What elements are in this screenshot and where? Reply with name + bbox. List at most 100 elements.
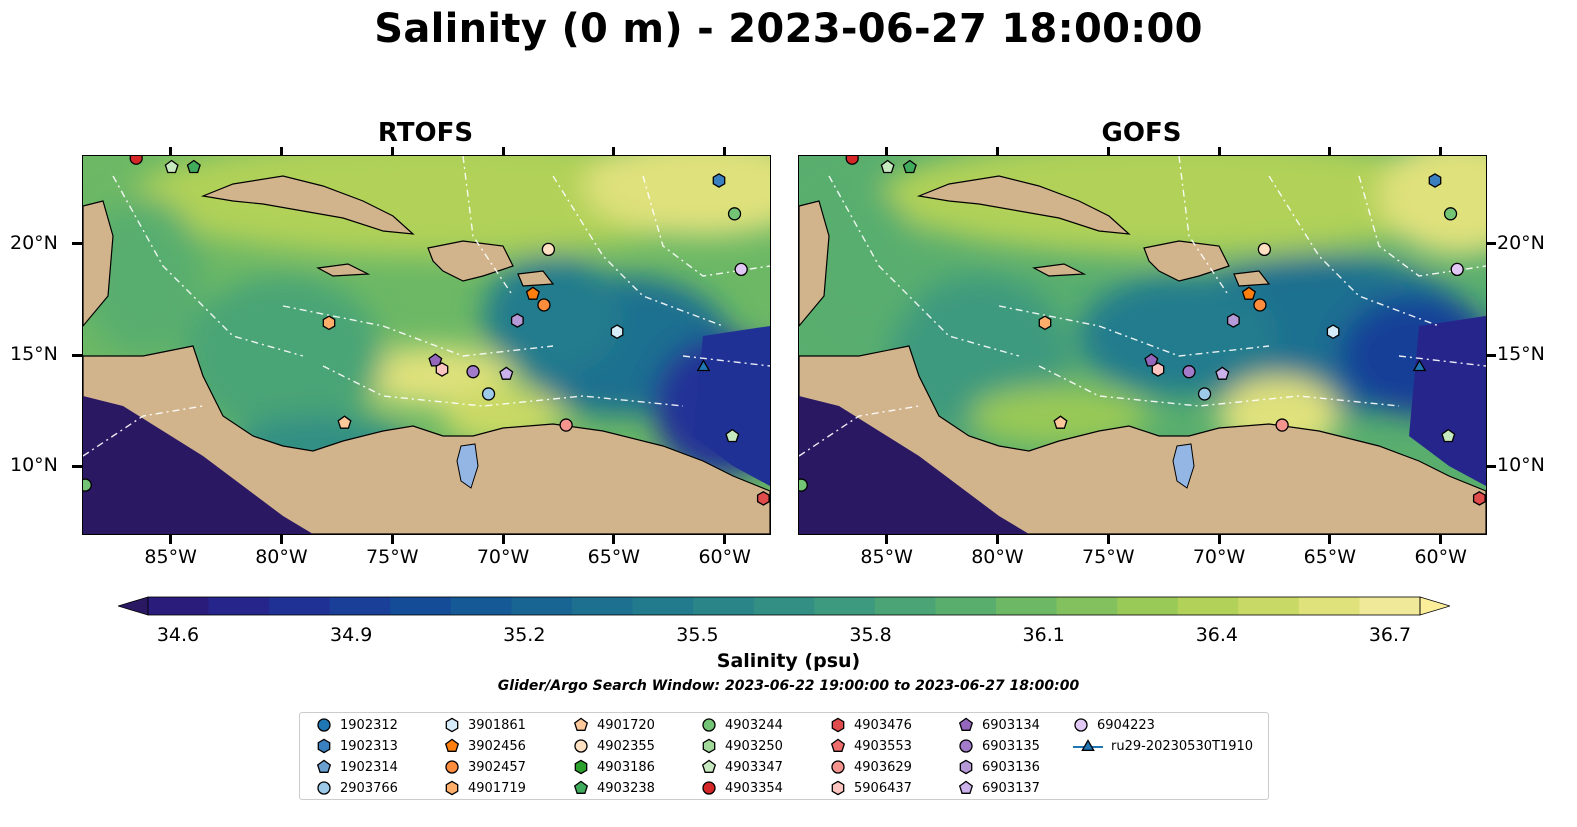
lat-tick-label: 15°N	[10, 343, 58, 366]
search-window-caption: Glider/Argo Search Window: 2023-06-22 19…	[497, 678, 1080, 694]
lon-tick-top	[1328, 147, 1332, 155]
legend-label: 6903135	[982, 738, 1040, 754]
lon-tick-label: 60°W	[698, 546, 751, 568]
legend-entry: ru29-20230530T1910	[1073, 736, 1253, 756]
colorbar-segment	[148, 597, 210, 615]
lat-tick	[1486, 464, 1496, 468]
colorbar-tick-label: 36.1	[1022, 624, 1065, 646]
legend-label: 6903137	[982, 780, 1040, 796]
legend-label: 6903134	[982, 717, 1040, 733]
observation-marker	[1441, 428, 1456, 443]
legend-entry: 4903186	[573, 757, 655, 777]
colorbar-tick-label: 34.9	[329, 624, 373, 646]
lon-tick-label: 60°W	[1414, 546, 1467, 568]
lon-tick-top	[723, 147, 727, 155]
observation-marker	[525, 286, 540, 300]
legend-entry: 6903137	[958, 778, 1040, 798]
lon-tick-top	[279, 147, 283, 155]
legend-entry: 5906437	[830, 778, 912, 798]
colorbar-segment	[693, 597, 755, 615]
map-panel-rtofs	[82, 155, 771, 535]
legend-label: 6904223	[1097, 717, 1155, 733]
panel-title-rtofs: RTOFS	[377, 118, 474, 148]
lon-tick-top	[501, 147, 505, 155]
lat-tick	[72, 353, 82, 357]
observation-marker	[610, 324, 624, 340]
legend-marker-icon	[445, 780, 459, 796]
legend-entry: 4903553	[830, 736, 912, 756]
lon-tick-top	[1439, 147, 1443, 155]
colorbar-segment	[996, 597, 1058, 615]
colorbar-segment	[874, 597, 937, 615]
colorbar	[118, 596, 1450, 616]
observation-marker	[1443, 207, 1458, 221]
colorbar-title: Salinity (psu)	[716, 650, 861, 672]
legend-entry: 2903766	[316, 778, 398, 798]
legend-label: ru29-20230530T1910	[1111, 738, 1254, 754]
legend-entry: 3902456	[444, 736, 526, 756]
lon-tick	[1106, 534, 1110, 544]
colorbar-tick-label: 36.4	[1195, 624, 1238, 646]
lon-tick	[169, 534, 173, 544]
colorbar-tick-label: 35.5	[676, 624, 719, 646]
legend-entry: 4902355	[573, 736, 655, 756]
observation-marker	[1144, 353, 1159, 367]
legend-marker-icon	[573, 780, 589, 794]
legend-entry: 3901861	[444, 715, 526, 735]
legend-marker-icon	[959, 739, 973, 753]
legend-marker-icon	[830, 738, 846, 752]
observation-marker	[510, 313, 524, 328]
legend-entry: 3902457	[444, 757, 526, 777]
map-panel-gofs	[798, 155, 1487, 535]
observation-marker	[756, 491, 770, 506]
ocean-pacific	[83, 326, 770, 534]
colorbar-segment	[1298, 597, 1361, 615]
lon-tick	[1328, 534, 1332, 544]
colorbar-segment	[269, 597, 331, 615]
colorbar-segment	[1177, 597, 1239, 615]
observation-marker	[337, 415, 352, 429]
colorbar-tick-label: 35.2	[503, 624, 546, 646]
lat-tick	[72, 464, 82, 468]
legend-marker-icon	[702, 781, 716, 795]
legend-entry: 1902314	[316, 757, 398, 777]
figure-title: Salinity (0 m) - 2023-06-27 18:00:00	[374, 6, 1203, 52]
legend-entry: 4903250	[701, 736, 783, 756]
legend-marker-icon	[317, 718, 331, 732]
observation-marker	[83, 478, 92, 492]
legend-label: 4901720	[597, 717, 655, 733]
observation-marker	[1197, 387, 1212, 401]
colorbar-extend-low	[118, 596, 149, 616]
legend: 1902312 1902313 1902314 2903766 3901861 39024…	[299, 712, 1269, 800]
legend-label: 4903250	[725, 738, 783, 754]
colorbar-segment	[329, 597, 391, 615]
lon-tick	[1439, 534, 1443, 544]
lon-tick-top	[612, 147, 616, 155]
legend-label: 6903136	[982, 759, 1040, 775]
observation-marker	[1257, 242, 1272, 257]
observation-marker	[1428, 173, 1442, 188]
colorbar-segment	[753, 597, 815, 615]
observation-marker	[466, 365, 480, 379]
lon-tick	[390, 534, 394, 544]
legend-entry: 4903347	[701, 757, 783, 777]
legend-marker-icon	[701, 759, 717, 773]
lon-tick-label: 65°W	[1303, 546, 1357, 568]
colorbar-segment	[450, 597, 513, 615]
legend-label: 3902456	[468, 738, 526, 754]
lon-tick-top	[1106, 147, 1110, 155]
lon-tick	[723, 534, 727, 544]
legend-marker-icon	[573, 717, 589, 731]
observation-marker	[1412, 359, 1427, 372]
legend-entry: 4901719	[444, 778, 526, 798]
observation-marker	[880, 159, 895, 174]
legend-label: 5906437	[854, 780, 912, 796]
legend-marker-icon	[444, 738, 460, 752]
colorbar-segment	[208, 597, 270, 615]
observation-marker	[1253, 298, 1267, 312]
legend-entry: 6904223	[1073, 715, 1155, 735]
legend-label: 2903766	[340, 780, 398, 796]
observation-marker	[725, 428, 740, 443]
legend-label: 3902457	[468, 759, 526, 775]
legend-marker-icon	[445, 717, 459, 733]
